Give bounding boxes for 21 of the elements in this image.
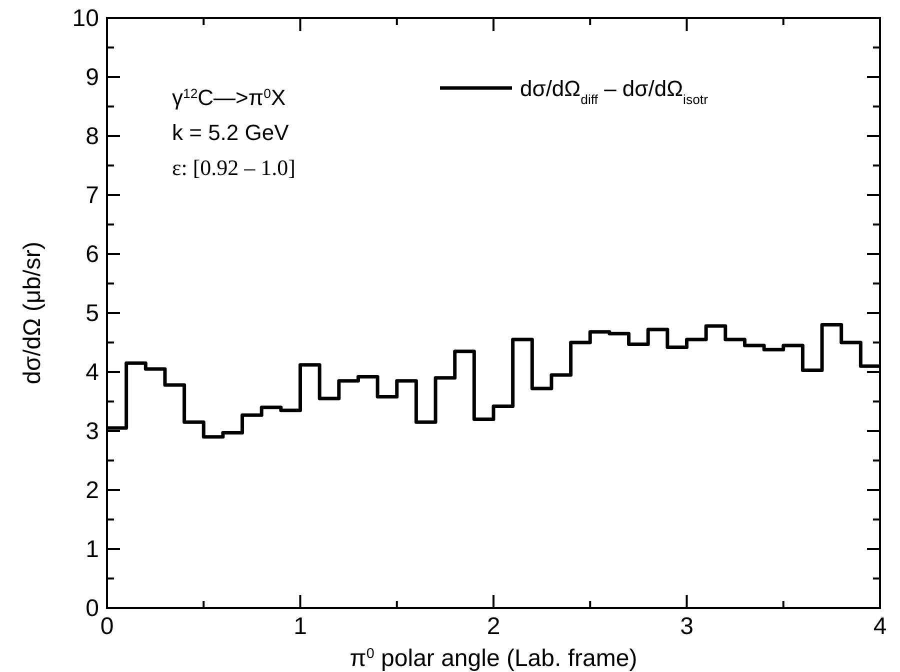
y-tick-label: 5 xyxy=(86,300,99,327)
y-tick-label: 7 xyxy=(86,182,99,209)
x-tick-label: 4 xyxy=(873,613,887,640)
y-tick-label: 0 xyxy=(86,595,99,622)
y-tick-label: 3 xyxy=(86,418,99,445)
x-tick-label: 1 xyxy=(294,613,307,640)
x-tick-label: 2 xyxy=(486,613,500,640)
y-tick-label: 2 xyxy=(86,477,99,504)
annotation: k = 5.2 GeV xyxy=(172,120,290,145)
annotation: γ$^{12}$C—>π$^{0}$X xyxy=(172,85,286,110)
y-tick-label: 1 xyxy=(86,536,99,563)
annotation: ε: [0.92 – 1.0] xyxy=(172,155,296,180)
x-axis-title: π$^{0}$ polar angle (Lab. frame) xyxy=(350,645,638,672)
y-tick-label: 6 xyxy=(86,241,99,268)
y-tick-label: 9 xyxy=(86,64,99,91)
legend-label: dσ/dΩ$_{diff}$ – dσ/dΩ$_{isotr}$ xyxy=(520,76,709,106)
y-tick-label: 8 xyxy=(86,123,99,150)
y-tick-label: 4 xyxy=(86,359,99,386)
y-axis-title: dσ/dΩ (μb/sr) xyxy=(19,242,46,384)
y-tick-label: 10 xyxy=(72,5,99,32)
x-tick-label: 3 xyxy=(680,613,694,640)
